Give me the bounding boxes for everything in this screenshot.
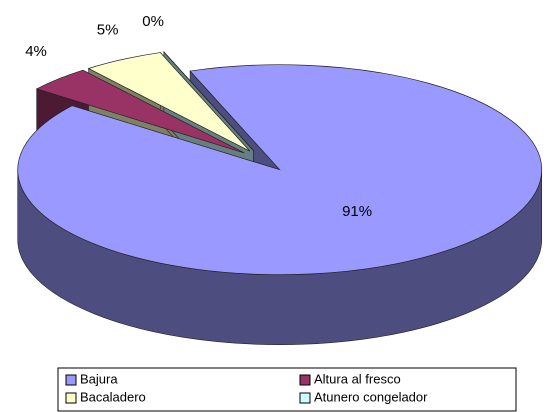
- data-label: 5%: [97, 21, 119, 38]
- legend: Bajura Altura al fresco Bacaladero Atunero …: [65, 371, 428, 404]
- pie: 91% 4% 5% 0%: [17, 13, 543, 345]
- legend-label: Atunero congelador: [314, 389, 428, 404]
- data-label: 0%: [142, 13, 164, 30]
- slice: [17, 64, 543, 276]
- slice: [87, 52, 251, 152]
- slice: [35, 69, 245, 154]
- data-label: 91%: [342, 203, 372, 220]
- legend-swatch: [65, 374, 77, 386]
- legend-swatch: [299, 374, 311, 386]
- legend-label: Bacaladero: [80, 389, 146, 404]
- legend-swatch: [65, 392, 77, 404]
- legend-label: Altura al fresco: [314, 371, 401, 386]
- legend-box: [57, 367, 517, 412]
- legend-swatch: [299, 392, 311, 404]
- legend-label: Bajura: [80, 371, 118, 386]
- data-label: 4%: [25, 43, 47, 60]
